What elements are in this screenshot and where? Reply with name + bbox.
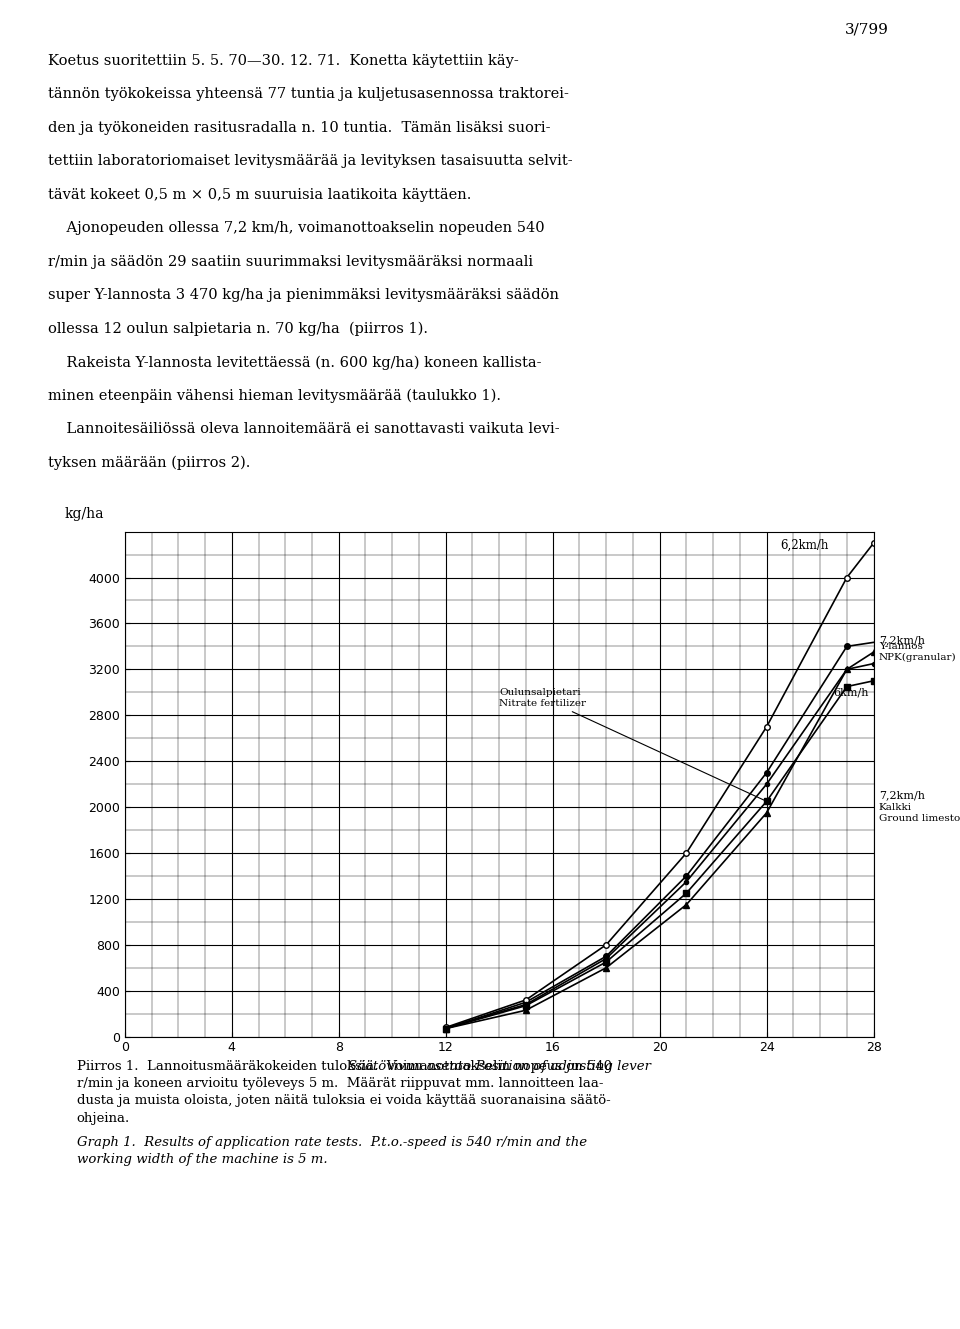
Text: 7,2km/h: 7,2km/h [879,635,924,646]
Text: den ja työkoneiden rasitusradalla n. 10 tuntia.  Tämän lisäksi suori-: den ja työkoneiden rasitusradalla n. 10 … [48,121,550,134]
Text: Koetus suoritettiin 5. 5. 70—30. 12. 71.  Konetta käytettiin käy-: Koetus suoritettiin 5. 5. 70—30. 12. 71.… [48,54,518,68]
Text: ohjeina.: ohjeina. [77,1111,130,1124]
Text: kg/ha: kg/ha [65,508,105,521]
Text: tävät kokeet 0,5 m × 0,5 m suuruisia laatikoita käyttäen.: tävät kokeet 0,5 m × 0,5 m suuruisia laa… [48,187,471,202]
Text: dusta ja muista oloista, joten näitä tuloksia ei voida käyttää suoranaisina säät: dusta ja muista oloista, joten näitä tul… [77,1094,611,1107]
Text: r/min ja koneen arvioitu työleveys 5 m.  Määrät riippuvat mm. lannoitteen laa-: r/min ja koneen arvioitu työleveys 5 m. … [77,1076,603,1090]
Text: tännön työkokeissa yhteensä 77 tuntia ja kuljetusasennossa traktorei-: tännön työkokeissa yhteensä 77 tuntia ja… [48,88,569,101]
Text: 7,2km/h: 7,2km/h [879,791,924,800]
Text: tettiin laboratoriomaiset levitysmäärää ja levityksen tasaisuutta selvit-: tettiin laboratoriomaiset levitysmäärää … [48,154,572,169]
Text: 6km/h: 6km/h [833,687,869,698]
Text: super Y-lannosta 3 470 kg/ha ja pienimmäksi levitysmääräksi säädön: super Y-lannosta 3 470 kg/ha ja pienimmä… [48,288,559,302]
Text: Y-lannos
NPK(granular): Y-lannos NPK(granular) [879,642,956,662]
Text: Kalkki
Ground limestone: Kalkki Ground limestone [879,803,960,823]
Text: r/min ja säädön 29 saatiin suurimmaksi levitysmääräksi normaali: r/min ja säädön 29 saatiin suurimmaksi l… [48,255,533,268]
Text: Rakeista Y-lannosta levitettäessä (n. 600 kg/ha) koneen kallista-: Rakeista Y-lannosta levitettäessä (n. 60… [48,355,541,369]
Text: 6,2km/h: 6,2km/h [780,538,828,552]
Text: Piirros 1.  Lannoitusmääräkokeiden tuloksia.  Voimanottoakselin nopeus on 540: Piirros 1. Lannoitusmääräkokeiden tuloks… [77,1059,612,1073]
Text: minen eteenpäin vähensi hieman levitysmäärää (taulukko 1).: minen eteenpäin vähensi hieman levitysmä… [48,389,501,403]
Text: Oulunsalpietari
Nitrate fertilizer: Oulunsalpietari Nitrate fertilizer [499,688,764,800]
Text: Ajonopeuden ollessa 7,2 km/h, voimanottoakselin nopeuden 540: Ajonopeuden ollessa 7,2 km/h, voimanotto… [48,222,544,235]
Text: working width of the machine is 5 m.: working width of the machine is 5 m. [77,1152,327,1166]
Text: ollessa 12 oulun salpietaria n. 70 kg/ha  (piirros 1).: ollessa 12 oulun salpietaria n. 70 kg/ha… [48,322,428,336]
Text: tyksen määrään (piirros 2).: tyksen määrään (piirros 2). [48,456,251,470]
X-axis label: Säätövivun asento-Position of adjusting lever: Säätövivun asento-Position of adjusting … [348,1061,651,1073]
Text: Lannoitesäiliössä oleva lannoitemäärä ei sanottavasti vaikuta levi-: Lannoitesäiliössä oleva lannoitemäärä ei… [48,423,560,436]
Text: Graph 1.  Results of application rate tests.  P.t.o.-speed is 540 r/min and the: Graph 1. Results of application rate tes… [77,1135,587,1148]
Text: 3/799: 3/799 [845,23,889,36]
